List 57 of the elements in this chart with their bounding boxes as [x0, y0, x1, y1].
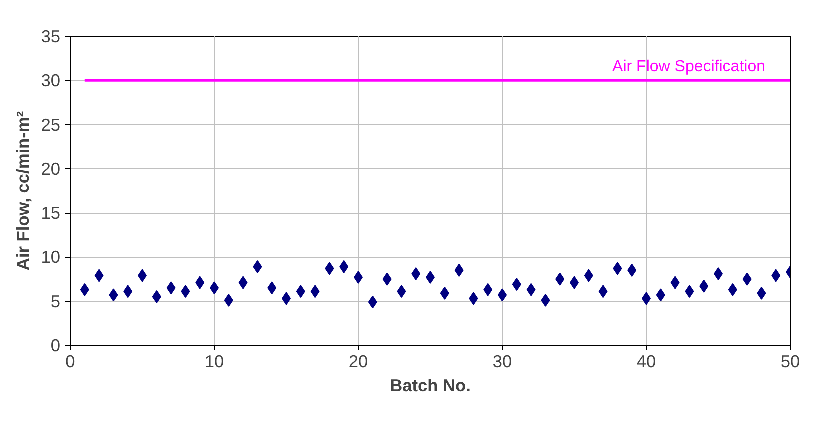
y-tick-label: 15: [41, 203, 61, 224]
point: [80, 283, 90, 296]
point: [152, 290, 162, 304]
x-tick-label: 30: [492, 352, 512, 372]
y-tick-label: 20: [41, 158, 61, 179]
y-tick-label: 0: [50, 336, 61, 356]
y-axis-title: Air Flow, cc/min-m²: [13, 111, 34, 271]
x-tick-label: 40: [636, 352, 656, 372]
point: [628, 264, 637, 277]
y-tick-label: 10: [41, 247, 61, 268]
point: [253, 260, 262, 274]
x-tick-label: 0: [66, 352, 76, 372]
point: [181, 285, 190, 298]
point: [382, 272, 392, 286]
point: [310, 285, 320, 298]
point: [556, 272, 565, 286]
point: [484, 283, 493, 296]
x-tick-label: 10: [204, 352, 224, 372]
point: [268, 282, 277, 295]
point: [196, 276, 205, 290]
point: [742, 272, 752, 286]
point: [512, 278, 522, 292]
point: [757, 286, 766, 300]
y-tick-label: 5: [50, 291, 61, 312]
point: [598, 285, 608, 298]
point: [469, 292, 478, 306]
x-tick-label: 50: [780, 352, 800, 372]
point: [238, 276, 248, 290]
point: [772, 269, 781, 282]
point: [526, 283, 536, 296]
point: [670, 276, 680, 290]
point: [541, 294, 550, 307]
point: [397, 285, 406, 298]
x-axis-title: Batch No.: [390, 376, 471, 396]
point: [94, 269, 104, 282]
point: [454, 264, 464, 277]
y-tick-label: 35: [41, 26, 61, 46]
point: [124, 285, 133, 298]
point: [166, 282, 176, 295]
point: [613, 262, 622, 276]
point: [325, 262, 334, 276]
point: [584, 269, 594, 282]
y-tick-label: 25: [41, 114, 61, 135]
point: [700, 280, 709, 293]
point: [728, 283, 738, 296]
point: [224, 294, 234, 307]
point: [440, 286, 450, 300]
point: [368, 296, 378, 309]
point: [296, 285, 306, 298]
point: [412, 267, 421, 280]
series-label: Air Flow Specification: [612, 58, 766, 76]
point: [340, 260, 349, 274]
x-tick-label: 20: [348, 352, 368, 372]
point: [109, 288, 118, 302]
y-tick-label: 30: [41, 70, 61, 91]
point: [656, 288, 666, 302]
point: [685, 285, 694, 298]
